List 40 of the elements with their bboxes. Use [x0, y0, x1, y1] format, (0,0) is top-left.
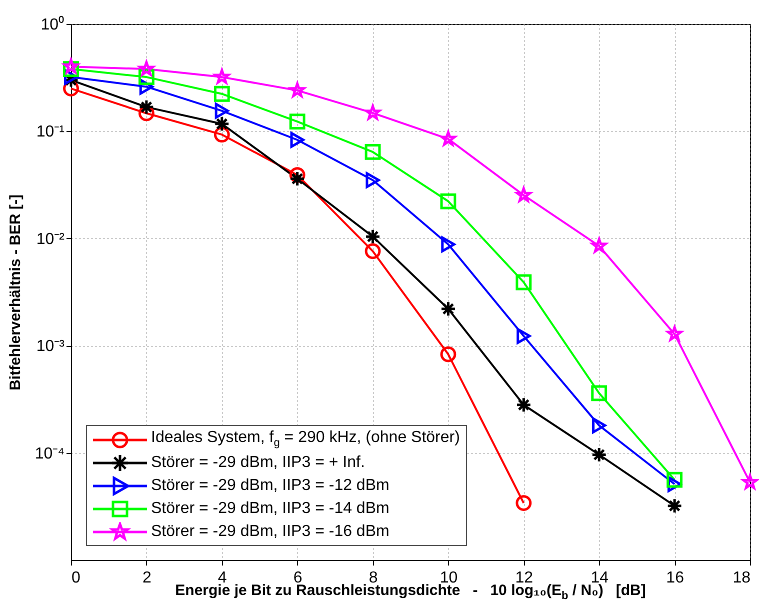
y-tick-label: 10⁻¹	[36, 124, 64, 141]
point	[138, 69, 154, 86]
point	[516, 396, 532, 413]
point	[214, 102, 229, 119]
point	[591, 446, 608, 463]
point	[591, 385, 608, 402]
y-tick-label: 10⁻²	[36, 230, 66, 248]
point	[214, 86, 230, 102]
point	[366, 172, 380, 188]
y-tick-label: 10⁻⁴	[34, 445, 65, 462]
point	[138, 99, 154, 116]
legend-label: Störer = -29 dBm, IIP3 = + Inf.	[151, 454, 365, 472]
point	[516, 274, 532, 290]
legend-label: Störer = -29 dBm, IIP3 = -14 dBm	[151, 500, 390, 518]
legend-label: Störer = -29 dBm, IIP3 = -16 dBm	[151, 522, 390, 540]
point	[516, 495, 532, 511]
point	[592, 417, 606, 434]
x-tick-label: 2	[142, 570, 152, 586]
point	[214, 116, 230, 132]
legend-label: Ideales System, f$_{g}$ = 290 kHz, (ohne Störer)	[151, 429, 460, 450]
point	[441, 236, 456, 252]
x-tick-label: 0	[72, 570, 80, 586]
point	[440, 193, 456, 210]
x-tick-label: 16	[666, 570, 684, 586]
point	[516, 328, 531, 344]
point	[440, 300, 456, 317]
point	[364, 144, 381, 160]
point	[290, 132, 304, 148]
point	[289, 170, 306, 187]
legend-label: Störer = -29 dBm, IIP3 = -12 dBm	[151, 476, 390, 494]
point	[364, 228, 381, 245]
point	[666, 472, 683, 488]
y-tick-label: 10⁰	[40, 16, 64, 34]
point	[440, 346, 456, 362]
point	[289, 114, 306, 130]
point	[666, 498, 683, 514]
point	[364, 243, 381, 260]
y-axis-title: Bitfehlerverhältnis - BER [-]	[6, 194, 24, 390]
x-tick-label: 18	[732, 570, 751, 586]
y-tick-label: 10⁻³	[36, 338, 66, 356]
